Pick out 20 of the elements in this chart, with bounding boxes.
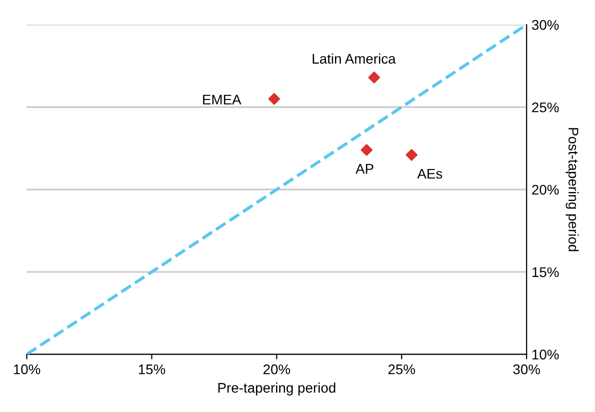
annotation: Latin America <box>312 54 396 64</box>
x-tick-label: 10% <box>14 364 40 374</box>
point <box>368 72 380 84</box>
x-tick-label: 30% <box>513 364 540 374</box>
point <box>268 92 280 105</box>
annotation: EMEA <box>203 94 242 104</box>
annotation: AEs <box>417 168 442 179</box>
x-tick-label: 25% <box>388 364 416 374</box>
point <box>406 149 418 161</box>
annotation: AP <box>356 164 374 174</box>
point <box>360 144 373 156</box>
y-tick-label: 15% <box>532 267 559 278</box>
x-axis-title: Pre-tapering period <box>218 382 336 396</box>
x-tick-label: 20% <box>263 364 290 374</box>
x-tick-label: 15% <box>138 364 166 374</box>
y-tick-label: 10% <box>532 350 559 360</box>
y-axis-title: Post-tapering period <box>566 128 579 252</box>
y-tick-label: 25% <box>532 102 559 112</box>
y-tick-label: 30% <box>532 20 559 30</box>
y-tick-label: 20% <box>532 184 559 195</box>
